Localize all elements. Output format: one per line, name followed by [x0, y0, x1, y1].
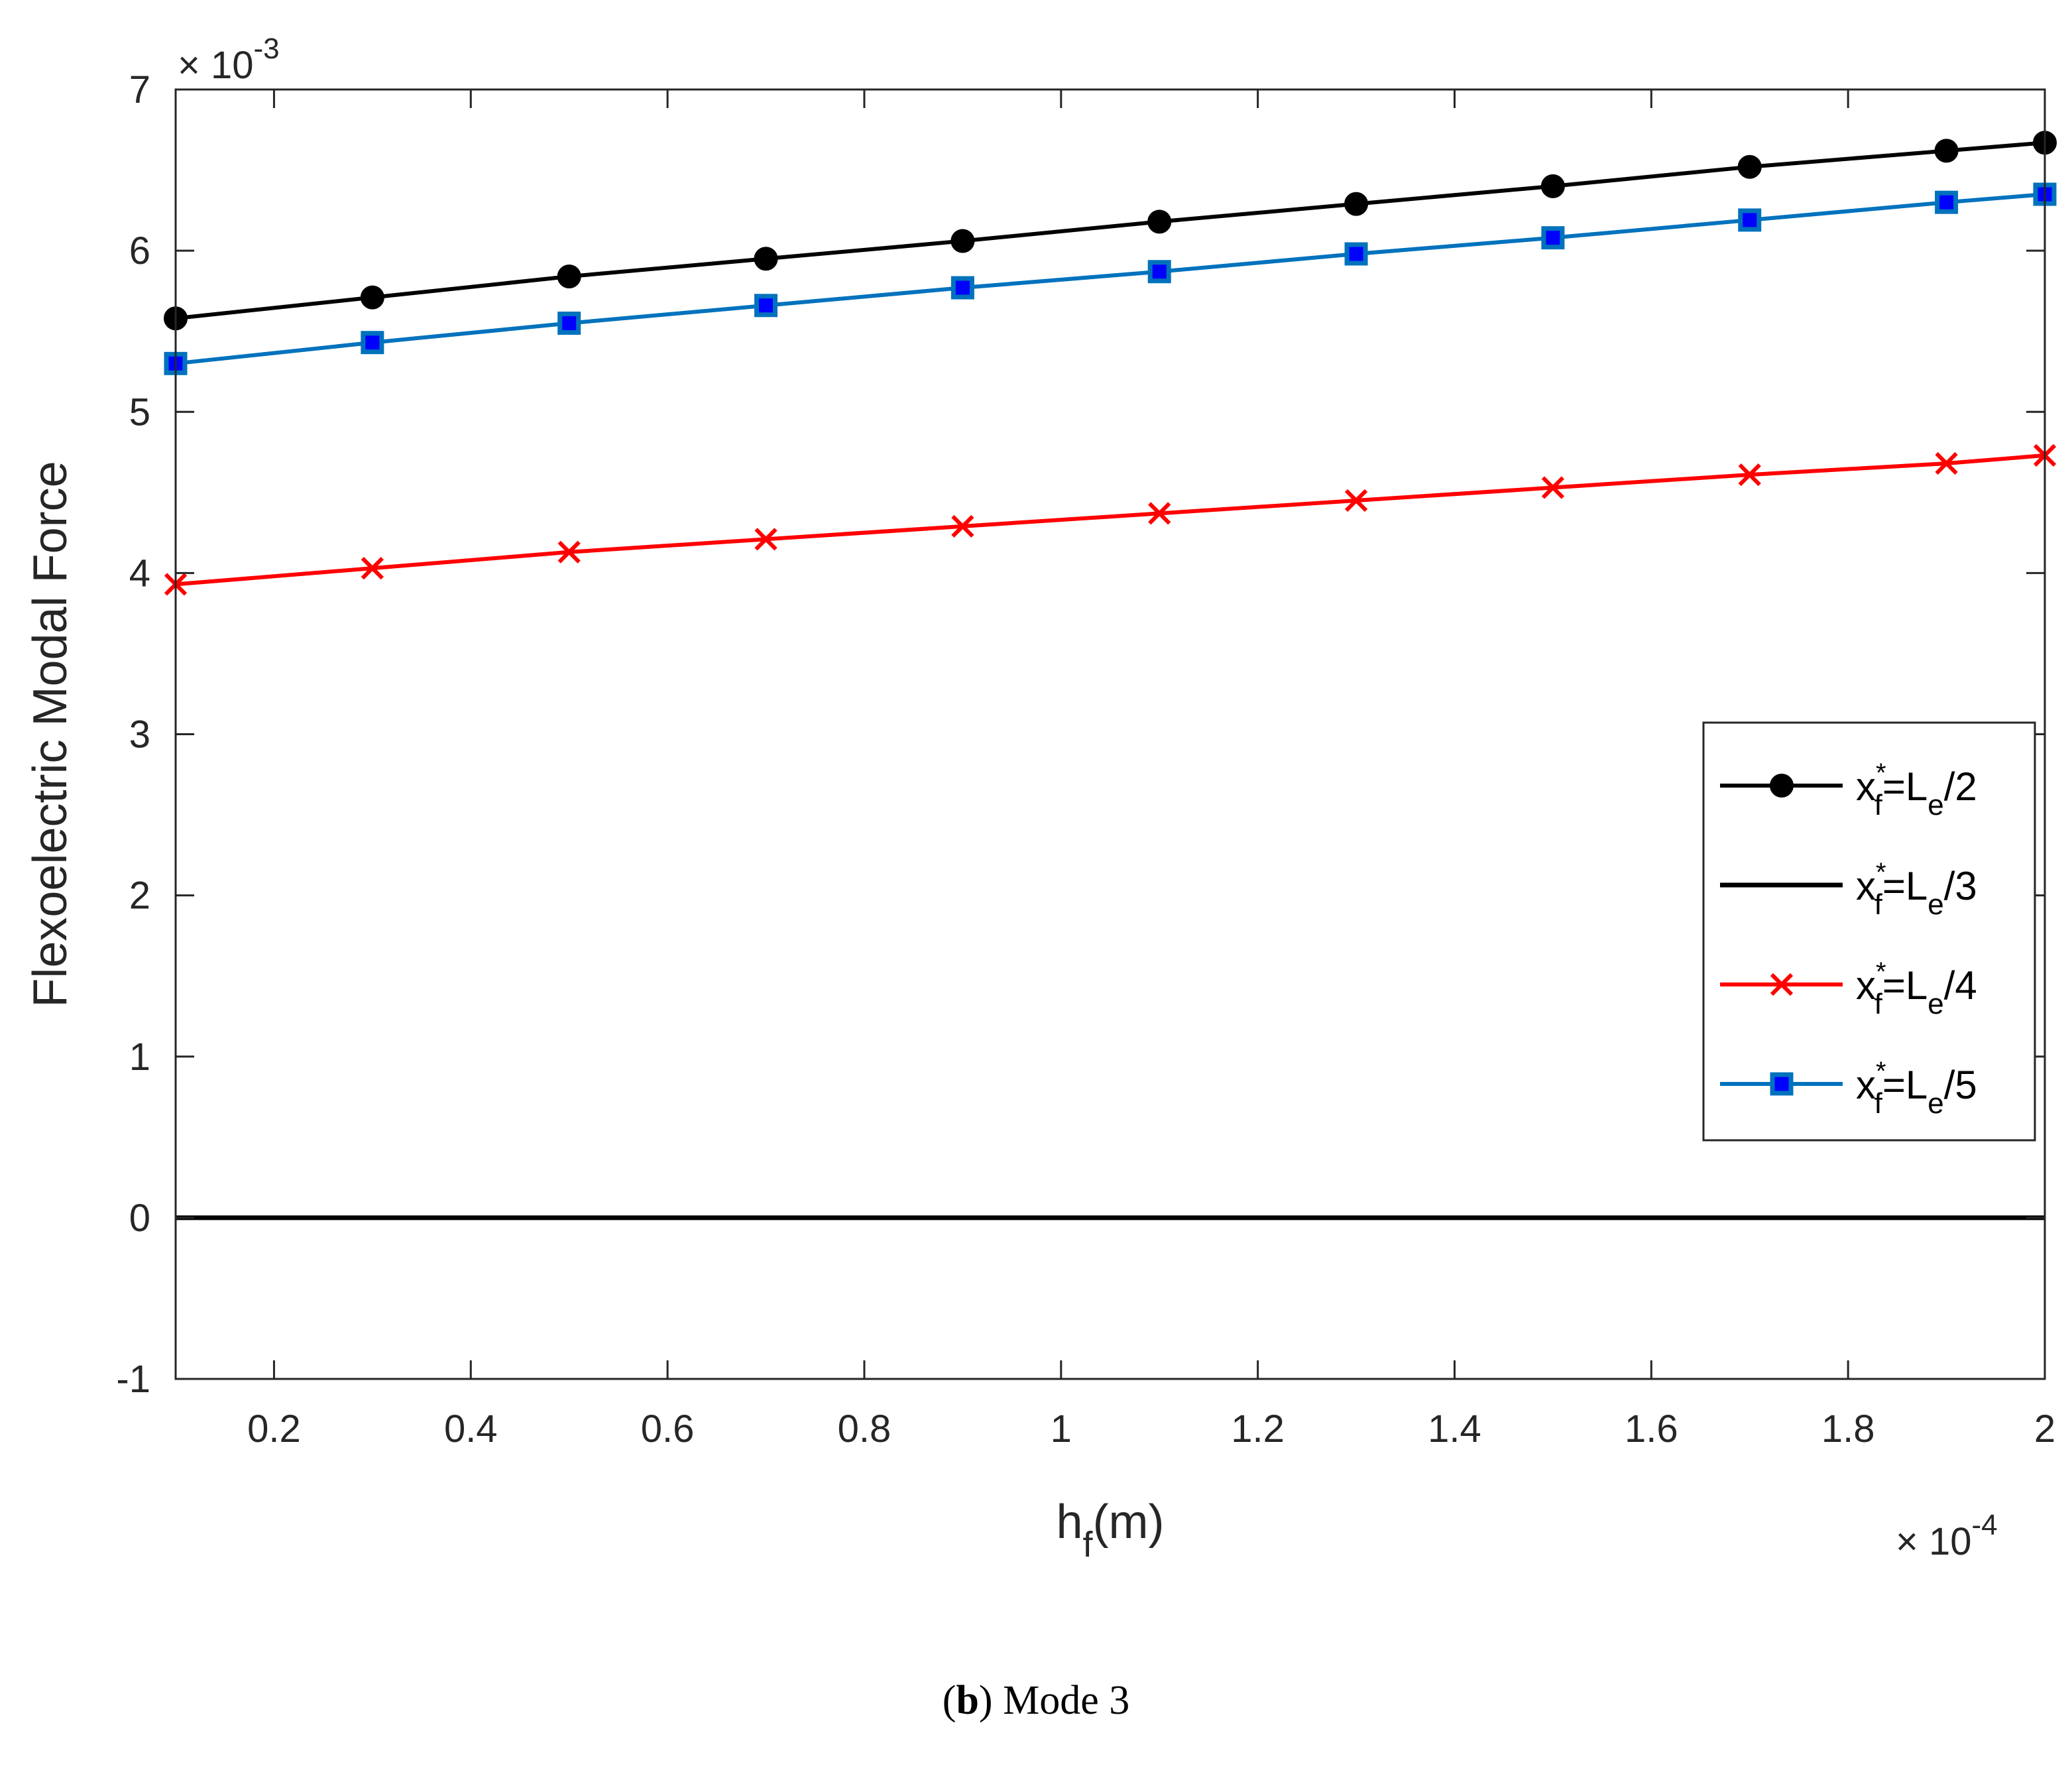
series-line: [175, 453, 2045, 587]
x-tick-label: 0.2: [247, 1407, 301, 1451]
legend-marker: [1770, 1072, 1794, 1096]
x-tick-label: 1.6: [1625, 1407, 1678, 1451]
x-tick-label: 0.6: [641, 1407, 695, 1451]
legend-entry: x* f=Le/5: [1720, 1057, 1977, 1120]
legend-label: x* f=Le/4: [1856, 957, 1977, 1020]
data-point: [1344, 489, 1368, 512]
x-tick-label: 1: [1051, 1407, 1072, 1451]
data-point: [1541, 226, 1565, 250]
plot-area: [164, 131, 2057, 1220]
legend-label: x* f=Le/2: [1856, 758, 1977, 821]
x-tick-label: 0.4: [444, 1407, 498, 1451]
x-tick-label: 1.2: [1231, 1407, 1285, 1451]
data-point: [1541, 476, 1565, 499]
data-point: [1738, 208, 1762, 232]
data-point: [1934, 139, 1959, 163]
y-tick-label: 5: [129, 390, 150, 434]
legend-marker: [1770, 774, 1794, 798]
data-point: [1935, 451, 1958, 475]
y-tick-label: 7: [129, 68, 150, 111]
y-tick-label: 3: [129, 713, 150, 756]
marker-stroke: [1935, 451, 1958, 475]
y-tick-label: 4: [129, 552, 150, 595]
y-tick-label: 6: [129, 229, 150, 272]
axes: 0.2 0.4 0.6 0.8 1 1.2 1.4 1.6 1.8 2 -1 0 1 2 3 4 5 6 7: [116, 68, 2055, 1451]
y-axis-title: Flexoelectric Modal Force: [24, 461, 77, 1007]
data-point: [1738, 463, 1761, 487]
data-point: [557, 265, 581, 289]
y-tick-label: 1: [129, 1036, 150, 1079]
legend-label: x* f=Le/5: [1856, 1057, 1977, 1120]
series-3: [164, 444, 2057, 596]
data-point: [754, 528, 777, 551]
data-point: [1737, 154, 1762, 179]
data-point: [557, 312, 581, 335]
legend-marker: [1770, 973, 1794, 996]
marker-stroke: [557, 540, 581, 564]
marker-stroke: [1344, 489, 1368, 512]
marker-stroke: [1738, 463, 1761, 487]
data-point: [361, 331, 384, 355]
marker-stroke: [1148, 502, 1171, 525]
series-line: [175, 192, 2045, 366]
data-point: [951, 514, 974, 538]
y-tick-label: 2: [129, 874, 150, 918]
marker-stroke: [1541, 476, 1565, 499]
figure-caption: (b) Mode 3: [943, 1678, 1129, 1723]
data-point: [754, 247, 778, 271]
data-point: [950, 229, 975, 253]
legend-label: x* f=Le/3: [1856, 858, 1977, 921]
x-axis-title: hf(m): [1057, 1496, 1165, 1565]
marker-stroke: [361, 556, 384, 580]
marker-stroke: [1770, 973, 1794, 996]
x-tick-label: 1.8: [1821, 1407, 1875, 1451]
x-tick-label: 0.8: [838, 1407, 892, 1451]
legend-entry: x* f=Le/4: [1720, 957, 1977, 1020]
marker-stroke: [754, 528, 777, 551]
marker-stroke: [951, 514, 974, 538]
data-point: [1147, 209, 1172, 234]
data-point: [557, 540, 581, 564]
y-tick-label: 0: [129, 1197, 150, 1240]
series-line: [175, 141, 2045, 321]
data-point: [1540, 174, 1565, 198]
data-point: [360, 285, 384, 310]
series-1: [164, 131, 2057, 331]
legend-entry: x* f=Le/3: [1720, 858, 1977, 921]
data-point: [950, 276, 974, 300]
data-point: [1148, 502, 1171, 525]
y-axis-multiplier: × 10-3: [178, 32, 280, 87]
data-point: [1344, 242, 1368, 266]
x-axis-multiplier: × 10-4: [1896, 1509, 1998, 1563]
axis-labels: hf(m) Flexoelectric Modal Force × 10-3 × 10…: [24, 32, 1998, 1565]
legend: x* f=Le/2 x* f=Le/3 x* f=Le/4 x* f=Le/5: [1702, 721, 2036, 1142]
data-point: [1935, 190, 1959, 214]
series-4: [164, 182, 2057, 375]
data-point: [1344, 192, 1369, 216]
y-tick-label: -1: [116, 1358, 150, 1401]
data-point: [1147, 260, 1171, 284]
legend-box: [1702, 721, 2036, 1142]
data-point: [361, 556, 384, 580]
legend-entry: x* f=Le/2: [1720, 758, 1977, 821]
x-tick-label: 2: [2034, 1407, 2055, 1451]
data-point: [754, 294, 778, 318]
x-tick-label: 1.4: [1428, 1407, 1481, 1451]
